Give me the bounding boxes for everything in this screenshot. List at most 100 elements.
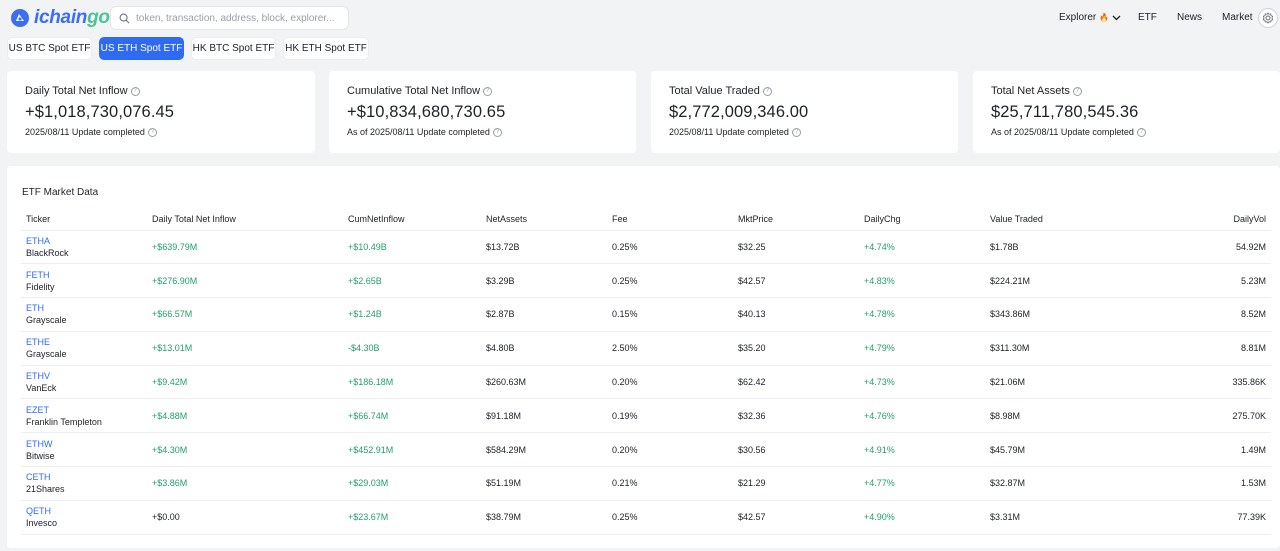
fee-cell: 0.15% (607, 297, 733, 332)
issuer-name: Fidelity (26, 281, 55, 292)
table-row[interactable]: QETH Invesco +$0.00 +$23.67M $38.79M 0.25% $42… (21, 500, 1271, 535)
ticker-link[interactable]: ETH (26, 303, 44, 314)
tab-hk-btc-spot-etf[interactable]: HK BTC Spot ETF (191, 37, 276, 60)
card-value: $2,772,009,346.00 (669, 103, 809, 121)
help-icon[interactable]: ? (762, 86, 772, 96)
ticker-link[interactable]: CETH (26, 472, 51, 483)
value-traded-cell: $8.98M (985, 398, 1111, 434)
issuer-name: Bitwise (26, 450, 55, 461)
column-header-value-traded[interactable]: Value Traded (985, 208, 1111, 231)
mkt-price-cell: $32.36 (733, 398, 859, 434)
nav-etf-label: ETF (1138, 12, 1157, 23)
search-icon (119, 13, 130, 23)
card-update-status: As of 2025/08/11 Update completed (347, 127, 490, 137)
column-header-cum-net-inflow[interactable]: CumNetInflow (343, 208, 481, 231)
ticker-cell: ETHV VanEck (21, 365, 147, 400)
mkt-price-cell: $42.57 (733, 263, 859, 299)
fee-cell: 0.19% (607, 398, 733, 434)
column-header-ticker[interactable]: Ticker (21, 208, 147, 231)
nav-market-label: Market (1222, 12, 1253, 23)
issuer-name: Invesco (26, 518, 58, 529)
ticker-link[interactable]: QETH (26, 506, 52, 517)
net-assets-cell: $91.18M (481, 398, 607, 434)
help-icon[interactable]: ? (1136, 127, 1146, 137)
ichaingo-logo[interactable]: ichaingo (10, 7, 110, 29)
mkt-price-cell: $40.13 (733, 297, 859, 332)
nav-explorer[interactable]: Explorer 🔥 (1059, 12, 1121, 23)
value-traded-cell: $32.87M (985, 466, 1111, 501)
daily-chg-cell: +4.90% (859, 500, 985, 535)
nav-news[interactable]: News (1177, 12, 1202, 23)
cum-net-inflow-cell: +$452.91M (343, 432, 481, 468)
daily-vol-cell: 1.49M (1111, 432, 1271, 468)
net-assets-cell: $4.80B (481, 331, 607, 366)
help-icon[interactable]: ? (130, 86, 140, 96)
cum-net-inflow-cell: +$29.03M (343, 466, 481, 501)
issuer-name: Grayscale (26, 349, 67, 360)
column-header-fee[interactable]: Fee (607, 208, 733, 231)
fee-cell: 0.20% (607, 432, 733, 468)
daily-net-inflow-cell: +$13.01M (147, 331, 343, 366)
daily-chg-cell: +4.83% (859, 263, 985, 299)
ticker-link[interactable]: FETH (26, 269, 50, 280)
daily-vol-cell: 8.81M (1111, 331, 1271, 366)
table-row[interactable]: ETHA BlackRock +$639.79M +$10.49B $13.72B 0.2… (21, 230, 1271, 265)
column-header-mkt-price[interactable]: MktPrice (733, 208, 859, 231)
nav-etf[interactable]: ETF (1138, 12, 1157, 23)
help-icon[interactable]: ? (147, 127, 157, 137)
mkt-price-cell: $21.29 (733, 466, 859, 501)
table-row[interactable]: ETHV VanEck +$9.42M +$186.18M $260.63M 0.20% $… (21, 365, 1271, 400)
help-icon[interactable]: ? (791, 127, 801, 137)
ticker-cell: FETH Fidelity (21, 263, 147, 299)
ticker-link[interactable]: ETHW (26, 438, 53, 449)
ticker-link[interactable]: EZET (26, 404, 50, 415)
help-icon[interactable]: ? (492, 127, 502, 137)
help-icon[interactable]: ? (1072, 86, 1082, 96)
logo-mark-icon (11, 9, 29, 27)
table-row[interactable]: EZET Franklin Templeton +$4.88M +$66.74M $91… (21, 398, 1271, 434)
tab-us-btc-spot-etf[interactable]: US BTC Spot ETF (7, 37, 92, 60)
value-traded-cell: $3.31M (985, 500, 1111, 535)
table-row[interactable]: ETHW Bitwise +$4.30M +$452.91M $584.29M 0.20%… (21, 432, 1271, 468)
mkt-price-cell: $30.56 (733, 432, 859, 468)
ticker-link[interactable]: ETHV (26, 371, 51, 382)
fee-cell: 0.25% (607, 263, 733, 299)
ticker-link[interactable]: ETHE (26, 337, 51, 348)
net-assets-cell: $260.63M (481, 365, 607, 400)
fee-cell: 0.21% (607, 466, 733, 501)
cum-net-inflow-cell: +$186.18M (343, 365, 481, 400)
daily-vol-cell: 8.52M (1111, 297, 1271, 332)
daily-chg-cell: +4.77% (859, 466, 985, 501)
tab-us-eth-spot-etf[interactable]: US ETH Spot ETF (99, 37, 184, 60)
table-row[interactable]: ETHE Grayscale +$13.01M -$4.30B $4.80B 2.50% $… (21, 331, 1271, 366)
net-assets-cell: $584.29M (481, 432, 607, 468)
panel-title: ETF Market Data (22, 187, 99, 198)
column-header-net-assets[interactable]: NetAssets (481, 208, 607, 231)
tab-hk-eth-spot-etf[interactable]: HK ETH Spot ETF (283, 37, 369, 60)
column-header-daily-vol[interactable]: DailyVol (1111, 208, 1271, 231)
table-row[interactable]: CETH 21Shares +$3.86M +$29.03M $51.19M 0.21% $… (21, 466, 1271, 501)
settings-button[interactable] (1258, 8, 1278, 28)
chevron-down-icon (1112, 15, 1121, 20)
nav-market[interactable]: Market (1222, 12, 1253, 23)
table-row[interactable]: ETH Grayscale +$66.57M +$1.24B $2.87B 0.15% $4… (21, 297, 1271, 332)
daily-net-inflow-cell: +$3.86M (147, 466, 343, 501)
ticker-link[interactable]: ETHA (26, 235, 51, 246)
help-icon[interactable]: ? (483, 86, 493, 96)
table-row[interactable]: FETH Fidelity +$276.90M +$2.65B $3.29B 0.25% $… (21, 263, 1271, 299)
daily-vol-cell: 275.70K (1111, 398, 1271, 434)
search-box[interactable] (110, 6, 349, 30)
column-header-daily-chg[interactable]: DailyChg (859, 208, 985, 231)
value-traded-cell: $1.78B (985, 230, 1111, 265)
ticker-cell: QETH Invesco (21, 500, 147, 535)
etf-market-data-panel: ETF Market Data Ticker Daily Total Net I… (7, 166, 1280, 548)
fire-icon: 🔥 (1099, 13, 1110, 22)
search-input[interactable] (136, 12, 336, 24)
etf-market-table: Ticker Daily Total Net Inflow CumNetInfl… (21, 208, 1271, 535)
card-value: +$10,834,680,730.65 (347, 103, 506, 121)
column-header-daily-net-inflow[interactable]: Daily Total Net Inflow (147, 208, 343, 231)
daily-vol-cell: 5.23M (1111, 263, 1271, 299)
mkt-price-cell: $62.42 (733, 365, 859, 400)
daily-net-inflow-cell: +$4.88M (147, 398, 343, 434)
daily-chg-cell: +4.79% (859, 331, 985, 366)
